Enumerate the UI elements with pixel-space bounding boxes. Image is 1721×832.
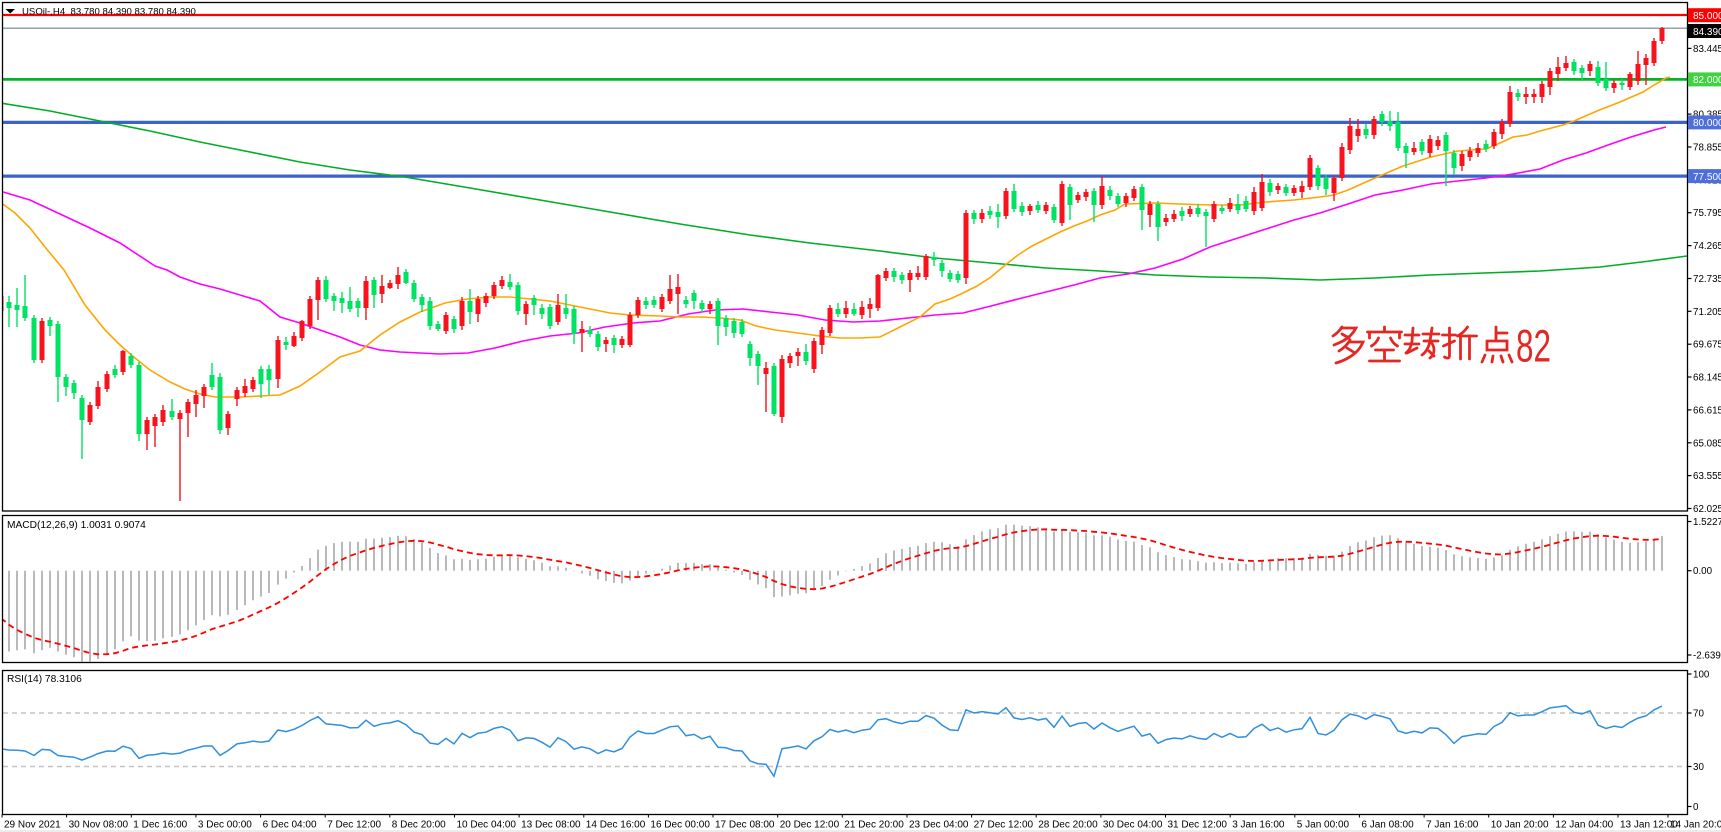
svg-text:-2.6392: -2.6392 xyxy=(1693,651,1721,662)
svg-text:USOil-,H4 83.780 84.390 83.78: USOil-,H4 83.780 84.390 83.780 84.390 xyxy=(22,7,196,18)
svg-text:69.675: 69.675 xyxy=(1693,340,1721,351)
svg-text:27 Dec 12:00: 27 Dec 12:00 xyxy=(974,820,1034,831)
svg-text:31 Dec 12:00: 31 Dec 12:00 xyxy=(1168,820,1228,831)
svg-text:13 Jan 12:00: 13 Jan 12:00 xyxy=(1620,820,1678,831)
svg-text:10 Jan 20:00: 10 Jan 20:00 xyxy=(1491,820,1549,831)
svg-text:85.000: 85.000 xyxy=(1693,11,1721,22)
svg-text:30 Dec 04:00: 30 Dec 04:00 xyxy=(1103,820,1163,831)
svg-text:17 Dec 08:00: 17 Dec 08:00 xyxy=(715,820,775,831)
svg-text:5 Jan 00:00: 5 Jan 00:00 xyxy=(1297,820,1350,831)
svg-text:62.025: 62.025 xyxy=(1693,504,1721,515)
svg-text:20 Dec 12:00: 20 Dec 12:00 xyxy=(780,820,840,831)
svg-text:71.205: 71.205 xyxy=(1693,307,1721,318)
svg-text:14 Dec 16:00: 14 Dec 16:00 xyxy=(586,820,646,831)
svg-text:0: 0 xyxy=(1693,802,1699,813)
svg-text:100: 100 xyxy=(1693,670,1710,681)
svg-text:3 Dec 00:00: 3 Dec 00:00 xyxy=(198,820,252,831)
svg-text:7 Dec 12:00: 7 Dec 12:00 xyxy=(327,820,381,831)
svg-text:3 Jan 16:00: 3 Jan 16:00 xyxy=(1232,820,1285,831)
svg-text:6 Jan 08:00: 6 Jan 08:00 xyxy=(1361,820,1414,831)
svg-text:12 Jan 04:00: 12 Jan 04:00 xyxy=(1555,820,1613,831)
svg-text:0.00: 0.00 xyxy=(1693,566,1713,577)
svg-text:82.000: 82.000 xyxy=(1693,75,1721,86)
svg-text:70: 70 xyxy=(1693,709,1704,720)
svg-text:6 Dec 04:00: 6 Dec 04:00 xyxy=(263,820,317,831)
svg-text:80.000: 80.000 xyxy=(1693,118,1721,129)
svg-text:13 Dec 08:00: 13 Dec 08:00 xyxy=(521,820,581,831)
svg-text:78.855: 78.855 xyxy=(1693,143,1721,154)
svg-text:83.445: 83.445 xyxy=(1693,44,1721,55)
svg-text:77.500: 77.500 xyxy=(1693,172,1721,183)
svg-text:MACD(12,26,9) 1.0031 0.9074: MACD(12,26,9) 1.0031 0.9074 xyxy=(7,520,146,531)
svg-text:68.145: 68.145 xyxy=(1693,373,1721,384)
svg-text:14 Jan 20:00: 14 Jan 20:00 xyxy=(1670,820,1721,831)
svg-text:28 Dec 20:00: 28 Dec 20:00 xyxy=(1038,820,1098,831)
svg-text:72.735: 72.735 xyxy=(1693,274,1721,285)
svg-text:16 Dec 00:00: 16 Dec 00:00 xyxy=(650,820,710,831)
svg-text:63.555: 63.555 xyxy=(1693,471,1721,482)
svg-text:RSI(14) 78.3106: RSI(14) 78.3106 xyxy=(7,674,82,685)
svg-text:1.5227: 1.5227 xyxy=(1693,517,1721,528)
svg-text:75.795: 75.795 xyxy=(1693,208,1721,219)
svg-text:21 Dec 20:00: 21 Dec 20:00 xyxy=(844,820,904,831)
svg-text:66.615: 66.615 xyxy=(1693,405,1721,416)
svg-text:7 Jan 16:00: 7 Jan 16:00 xyxy=(1426,820,1479,831)
svg-text:23 Dec 04:00: 23 Dec 04:00 xyxy=(909,820,969,831)
svg-text:1 Dec 16:00: 1 Dec 16:00 xyxy=(133,820,187,831)
svg-text:30 Nov 08:00: 30 Nov 08:00 xyxy=(69,820,129,831)
svg-text:30: 30 xyxy=(1693,762,1704,773)
svg-text:80.385: 80.385 xyxy=(1693,110,1721,121)
svg-text:65.085: 65.085 xyxy=(1693,438,1721,449)
svg-text:10 Dec 04:00: 10 Dec 04:00 xyxy=(457,820,517,831)
svg-text:84.390: 84.390 xyxy=(1693,27,1721,38)
svg-text:29 Nov 2021: 29 Nov 2021 xyxy=(4,820,61,831)
svg-text:74.265: 74.265 xyxy=(1693,241,1721,252)
svg-text:8 Dec 20:00: 8 Dec 20:00 xyxy=(392,820,446,831)
svg-text:82: 82 xyxy=(1516,321,1551,372)
